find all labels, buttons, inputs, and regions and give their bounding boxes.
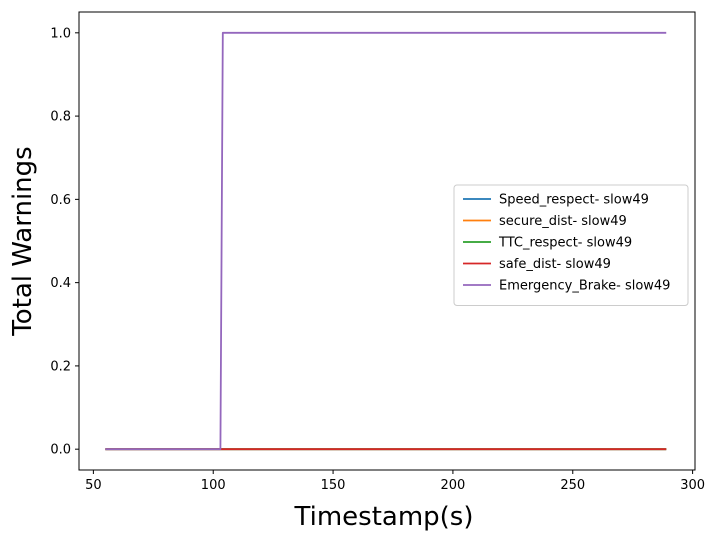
y-tick-label: 0.4 [50,276,71,291]
x-tick-label: 300 [680,478,705,493]
y-tick-label: 1.0 [50,26,71,41]
legend-entry: TTC_respect- slow49 [498,236,632,251]
y-tick-label: 0.0 [50,443,71,458]
legend: Speed_respect- slow49 secure_dist- slow49… [453,184,689,306]
x-tick-label: 250 [560,478,585,493]
series-line-4 [105,31,667,451]
y-tick-label: 0.8 [50,110,71,125]
x-tick-label: 200 [441,478,466,493]
y-tick-label: 0.2 [50,359,71,374]
legend-box [453,184,689,306]
x-axis-title: Timestamp(s) [294,502,474,532]
legend-entry: Speed_respect- slow49 [499,193,649,208]
y-axis-title: Total Warnings [8,146,38,336]
series-layer [105,31,667,451]
legend-entry: safe_dist- slow49 [499,257,611,272]
y-tick-label: 0.6 [50,193,71,208]
x-tick-label: 50 [85,478,102,493]
plot-frame [78,11,696,471]
x-tick-label: 100 [201,478,226,493]
x-axis: 50 100 150 200 250 300 [85,470,705,493]
legend-entry: secure_dist- slow49 [499,214,627,229]
legend-entry: Emergency_Brake- slow49 [499,279,670,294]
x-tick-label: 150 [321,478,346,493]
y-axis: 0.0 0.2 0.4 0.6 0.8 1.0 [50,26,79,458]
